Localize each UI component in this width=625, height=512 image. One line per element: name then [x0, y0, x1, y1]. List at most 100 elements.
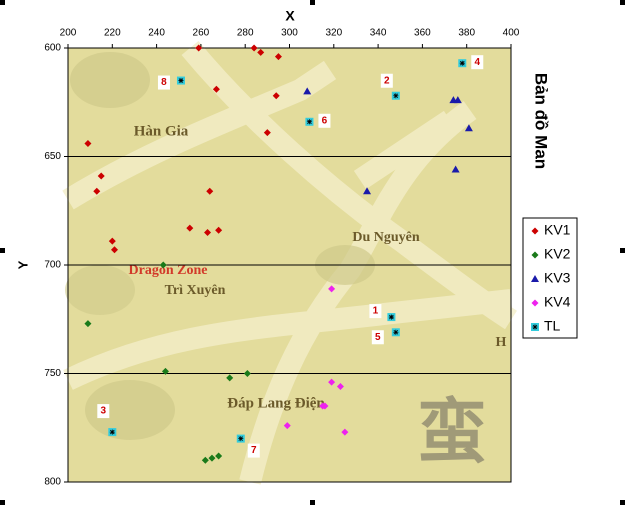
data-point — [458, 59, 467, 68]
point-label: 3 — [101, 406, 107, 417]
x-tick-label: 240 — [148, 28, 165, 39]
data-point — [195, 44, 203, 52]
point-label-box — [371, 330, 384, 345]
data-point — [464, 124, 473, 132]
data-point — [283, 422, 291, 430]
data-point — [108, 428, 117, 437]
data-point — [391, 91, 400, 100]
x-tick-label: 300 — [281, 28, 298, 39]
data-point — [208, 454, 216, 462]
point-label-box — [318, 113, 331, 128]
data-point — [226, 374, 234, 382]
map-label: 蛮 — [417, 394, 487, 472]
data-point — [161, 367, 169, 375]
x-tick-label: 200 — [60, 28, 77, 39]
data-point — [206, 187, 214, 195]
data-point — [387, 313, 396, 322]
x-axis-title: X — [285, 8, 295, 24]
data-point — [363, 187, 372, 195]
data-point — [243, 370, 251, 377]
point-label: 6 — [322, 115, 328, 126]
map-label: H — [496, 335, 507, 350]
legend-label: TL — [544, 318, 561, 334]
point-label-box — [247, 443, 260, 458]
data-point — [93, 187, 101, 195]
x-tick-label: 360 — [414, 28, 431, 39]
data-point — [531, 275, 539, 282]
data-point — [321, 402, 329, 410]
x-tick-label: 400 — [503, 28, 520, 39]
data-point — [215, 226, 223, 234]
data-point — [111, 246, 119, 254]
marker-star — [238, 436, 244, 442]
data-point — [531, 251, 539, 259]
data-point — [305, 117, 314, 126]
marker-star — [393, 93, 399, 99]
marker-star — [178, 78, 184, 84]
point-label: 5 — [375, 332, 381, 343]
data-point — [84, 139, 92, 147]
x-tick-label: 320 — [325, 28, 342, 39]
data-point — [176, 76, 185, 85]
data-point — [201, 456, 209, 464]
y-tick-label: 650 — [44, 151, 61, 162]
x-tick-label: 280 — [237, 28, 254, 39]
chart-title: Bản đồ Man — [532, 73, 551, 169]
x-tick-label: 380 — [458, 28, 475, 39]
data-point — [263, 129, 271, 137]
data-point — [97, 172, 105, 180]
point-label: 1 — [373, 306, 379, 317]
data-point — [336, 383, 344, 391]
point-label: 4 — [474, 57, 480, 68]
y-tick-label: 600 — [44, 43, 61, 54]
data-point — [531, 227, 539, 235]
x-tick-label: 220 — [104, 28, 121, 39]
data-point — [451, 165, 460, 173]
data-point — [328, 378, 336, 386]
data-point — [274, 53, 282, 61]
marker-star — [459, 60, 465, 66]
y-tick-label: 800 — [44, 477, 61, 488]
point-label-box — [97, 404, 110, 419]
data-point — [204, 228, 212, 236]
map-label: Đáp Lang Điện — [227, 395, 325, 411]
data-point — [186, 224, 194, 232]
y-axis-title: Y — [15, 260, 30, 269]
x-tick-label: 260 — [193, 28, 210, 39]
legend-label: KV3 — [544, 270, 571, 286]
map-label: Dragon Zone — [129, 263, 208, 278]
marker-star — [393, 329, 399, 335]
point-label-box — [380, 73, 393, 88]
data-point — [531, 299, 539, 307]
data-point — [341, 428, 349, 436]
map-label: Trì Xuyên — [165, 283, 226, 298]
data-point — [453, 96, 462, 104]
map-label: Hàn Gia — [134, 123, 189, 139]
data-point — [215, 452, 223, 460]
point-label-box — [157, 75, 170, 90]
marker-star — [109, 429, 115, 435]
data-point — [212, 85, 220, 93]
point-label: 7 — [251, 445, 257, 456]
map-label: Du Nguyên — [352, 230, 420, 245]
y-tick-label: 750 — [44, 368, 61, 379]
data-point — [303, 87, 312, 95]
data-point — [236, 434, 245, 443]
data-point — [108, 237, 116, 245]
data-point — [250, 44, 258, 52]
marker-star — [532, 324, 538, 330]
data-point — [531, 323, 539, 331]
legend-label: KV4 — [544, 294, 571, 310]
point-label-box — [369, 304, 382, 319]
point-label: 8 — [161, 77, 167, 88]
y-tick-label: 700 — [44, 260, 61, 271]
legend-label: KV2 — [544, 246, 571, 262]
data-point — [391, 328, 400, 337]
data-point — [257, 48, 265, 56]
data-point — [159, 261, 167, 269]
x-tick-label: 340 — [370, 28, 387, 39]
data-point — [328, 285, 336, 293]
data-point — [84, 320, 92, 328]
